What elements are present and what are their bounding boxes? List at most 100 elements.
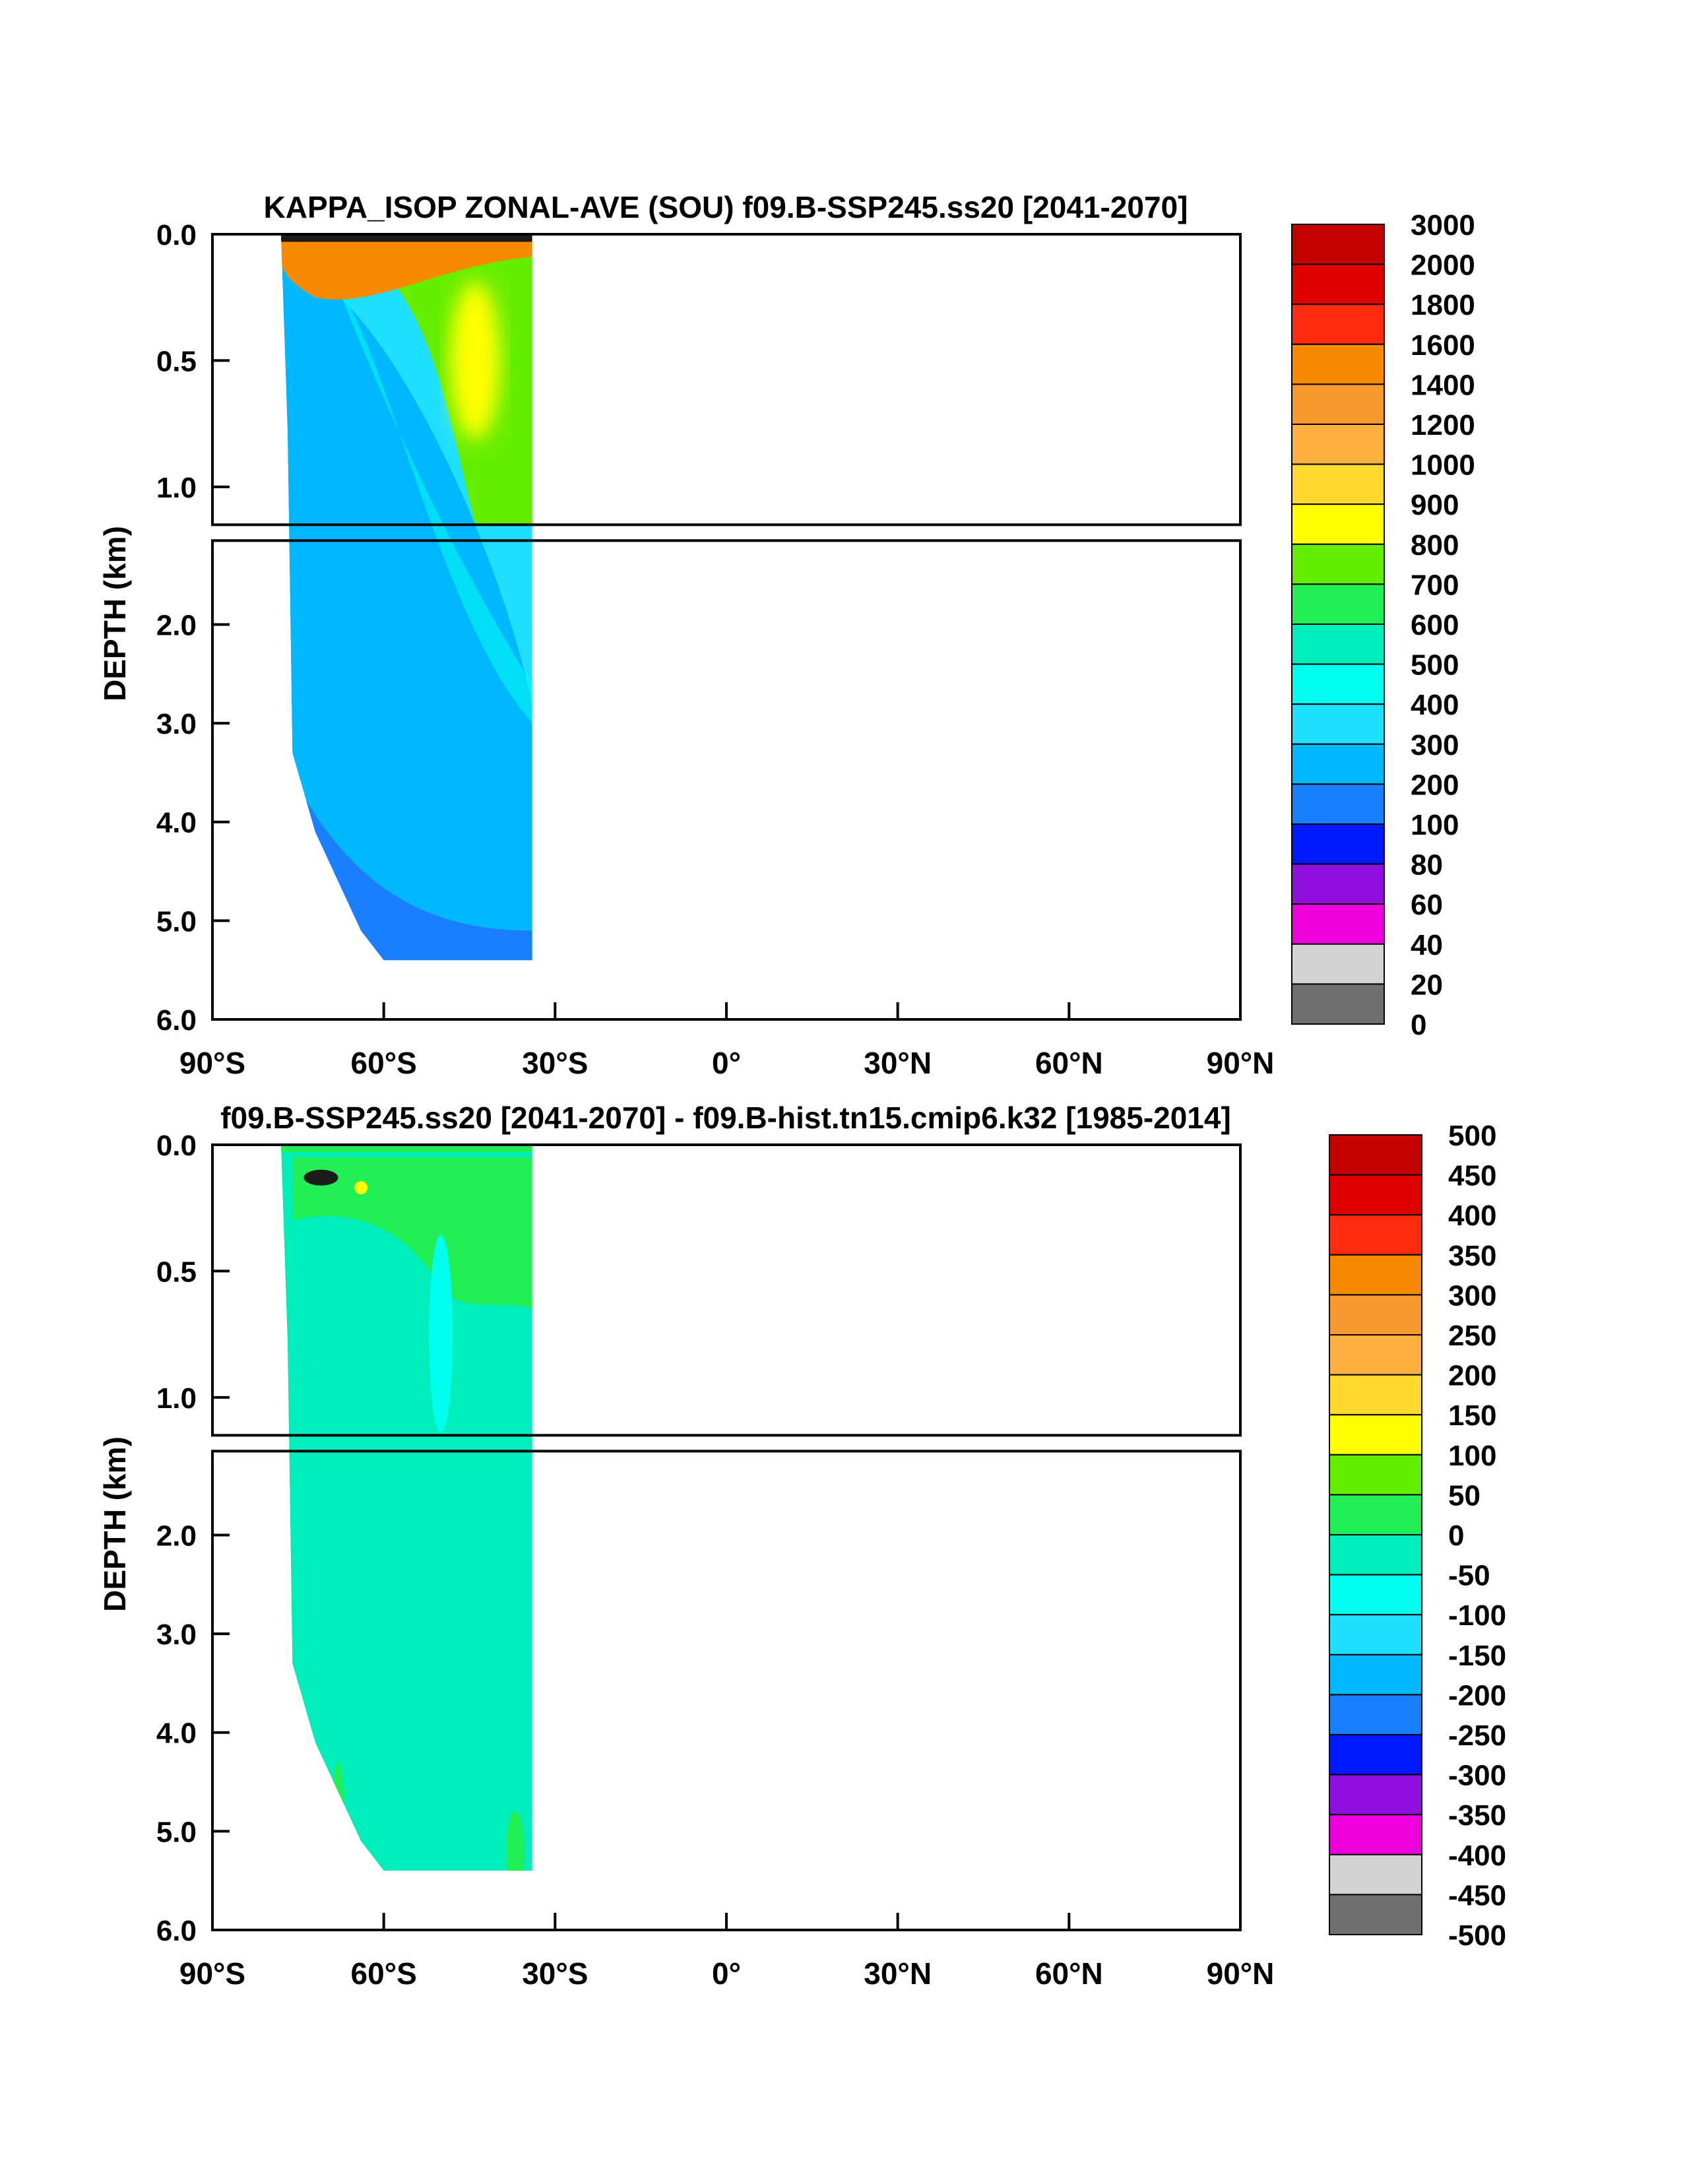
y-tick-label: 5.0 xyxy=(156,1816,197,1848)
colorbar-swatch xyxy=(1291,943,1385,985)
x-tick-label: 90°N xyxy=(1207,1046,1275,1080)
colorbar-swatch xyxy=(1291,823,1385,865)
field-surface_max xyxy=(280,239,532,300)
colorbar-label: 400 xyxy=(1448,1200,1496,1232)
colorbar-label: 200 xyxy=(1411,769,1459,801)
colorbar-swatch xyxy=(1291,383,1385,426)
colorbar-swatch xyxy=(1329,1534,1422,1576)
colorbar-swatch xyxy=(1329,1374,1422,1416)
panel-1: KAPPA_ISOP ZONAL-AVE (SOU) f09.B-SSP245.… xyxy=(98,190,1475,1080)
colorbar-label: -250 xyxy=(1448,1719,1506,1752)
colorbar-swatch xyxy=(1291,903,1385,945)
colorbar-label: 20 xyxy=(1411,969,1443,1001)
x-tick-label: 0° xyxy=(712,1046,741,1080)
colorbar-swatch xyxy=(1329,1174,1422,1216)
y-tick-label: 0.5 xyxy=(156,345,197,377)
colorbar-label: 350 xyxy=(1448,1240,1496,1272)
field-surface-contours xyxy=(280,234,532,242)
colorbar-label: 300 xyxy=(1411,729,1459,761)
colorbar-swatch xyxy=(1329,1814,1422,1855)
x-tick-label: 30°S xyxy=(522,1956,588,1991)
field-background xyxy=(280,1145,532,1871)
colorbar-label: 40 xyxy=(1411,929,1443,961)
colorbar-swatch xyxy=(1329,1134,1422,1176)
colorbar-label: 0 xyxy=(1448,1520,1464,1552)
y-tick-label: 6.0 xyxy=(156,1004,197,1037)
x-tick-label: 90°S xyxy=(179,1956,245,1991)
colorbar-label: 100 xyxy=(1448,1440,1496,1472)
y-tick-label: 2.0 xyxy=(156,609,197,641)
colorbar-swatch xyxy=(1291,583,1385,626)
x-tick-label: 30°S xyxy=(522,1046,588,1080)
y-tick-label: 1.0 xyxy=(156,472,197,504)
y-tick-label: 4.0 xyxy=(156,807,197,839)
panel-1-y-axis: 0.0 0.5 1.0 2.0 3.0 4.0 5.0 6.0 xyxy=(156,219,230,1037)
colorbar-swatch xyxy=(1329,1334,1422,1376)
field-surface-extreme xyxy=(303,1169,338,1186)
colorbar-label: -500 xyxy=(1448,1919,1506,1952)
x-tick-label: 60°S xyxy=(351,1046,417,1080)
colorbar-label: 100 xyxy=(1411,809,1459,841)
x-tick-label: 0° xyxy=(712,1956,741,1991)
colorbar-swatch xyxy=(1291,304,1385,345)
colorbar-label: 0 xyxy=(1411,1009,1426,1041)
colorbar-swatch xyxy=(1329,1254,1422,1296)
colorbar-swatch xyxy=(1291,424,1385,465)
panel-2-y-axis: 0.0 0.5 1.0 2.0 3.0 4.0 5.0 6.0 xyxy=(156,1130,230,1947)
panel-1-title: KAPPA_ISOP ZONAL-AVE (SOU) f09.B-SSP245.… xyxy=(264,190,1188,224)
colorbar-label: 1800 xyxy=(1411,289,1475,321)
colorbar-swatch xyxy=(1329,1774,1422,1816)
field-deep-positive-2 xyxy=(505,1811,525,1871)
x-tick-label: 90°N xyxy=(1207,1956,1275,1991)
colorbar-swatch xyxy=(1291,503,1385,545)
field-core-800 xyxy=(450,281,501,440)
colorbar-label: 250 xyxy=(1448,1320,1496,1352)
panel-2-title: f09.B-SSP245.ss20 [2041-2070] - f09.B-hi… xyxy=(220,1101,1231,1135)
colorbar-swatch xyxy=(1329,1654,1422,1696)
field-negative-tongue xyxy=(429,1235,453,1434)
colorbar-swatch xyxy=(1291,463,1385,505)
colorbar-label: 50 xyxy=(1448,1479,1481,1512)
colorbar-swatch xyxy=(1329,1853,1422,1896)
colorbar-swatch xyxy=(1329,1614,1422,1655)
x-tick-label: 60°N xyxy=(1035,1046,1103,1080)
colorbar-label: 2000 xyxy=(1411,249,1475,282)
colorbar-label: 800 xyxy=(1411,529,1459,562)
panel-2-ylabel: DEPTH (km) xyxy=(98,1436,132,1612)
y-tick-label: 3.0 xyxy=(156,708,197,740)
colorbar-swatch xyxy=(1329,1574,1422,1616)
colorbar-swatch xyxy=(1329,1294,1422,1336)
colorbar-label: -300 xyxy=(1448,1760,1506,1792)
colorbar-label: 1600 xyxy=(1411,329,1475,362)
colorbar-label: 1000 xyxy=(1411,449,1475,482)
y-tick-label: 3.0 xyxy=(156,1619,197,1651)
field-deep-positive-1 xyxy=(331,1762,345,1871)
panel-1-x-axis: 90°S 60°S 30°S 0° 30°N 60°N 90°N xyxy=(179,1002,1275,1080)
y-tick-label: 2.0 xyxy=(156,1520,197,1552)
colorbar-label: -400 xyxy=(1448,1840,1506,1872)
colorbar-swatch xyxy=(1291,663,1385,705)
colorbar-label: -350 xyxy=(1448,1799,1506,1832)
panel-1-ylabel: DEPTH (km) xyxy=(98,526,132,701)
panel-2: f09.B-SSP245.ss20 [2041-2070] - f09.B-hi… xyxy=(98,1101,1506,1991)
colorbar-swatch xyxy=(1329,1414,1422,1456)
colorbar-label: 500 xyxy=(1411,649,1459,682)
field-surface-peak xyxy=(354,1181,368,1195)
upper-frame xyxy=(211,1143,1242,1437)
x-tick-label: 30°N xyxy=(864,1956,932,1991)
colorbar-label: -150 xyxy=(1448,1640,1506,1672)
x-tick-label: 90°S xyxy=(179,1046,245,1080)
colorbar-label: 60 xyxy=(1411,889,1443,921)
y-tick-label: 1.0 xyxy=(156,1382,197,1415)
colorbar-swatch xyxy=(1291,703,1385,745)
panel-1-colorbar: 3000200018001600140012001000900800700600… xyxy=(1291,209,1475,1041)
field-band-400-500 xyxy=(315,259,532,724)
colorbar-label: 400 xyxy=(1411,689,1459,721)
upper-frame xyxy=(211,233,1242,527)
colorbar-swatch xyxy=(1329,1694,1422,1735)
y-tick-label: 4.0 xyxy=(156,1718,197,1750)
colorbar-label: -100 xyxy=(1448,1599,1506,1632)
panel-2-plot-area xyxy=(211,1143,1242,1932)
colorbar-swatch xyxy=(1329,1894,1422,1935)
